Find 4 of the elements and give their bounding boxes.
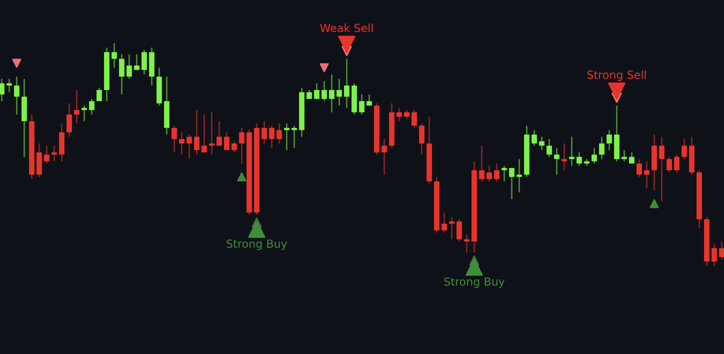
text: Weak Sell bbox=[320, 24, 373, 32]
annotation: Strong Sell bbox=[587, 70, 646, 82]
annotation: Strong Buy bbox=[226, 239, 288, 250]
text: Strong Buy bbox=[444, 277, 505, 288]
